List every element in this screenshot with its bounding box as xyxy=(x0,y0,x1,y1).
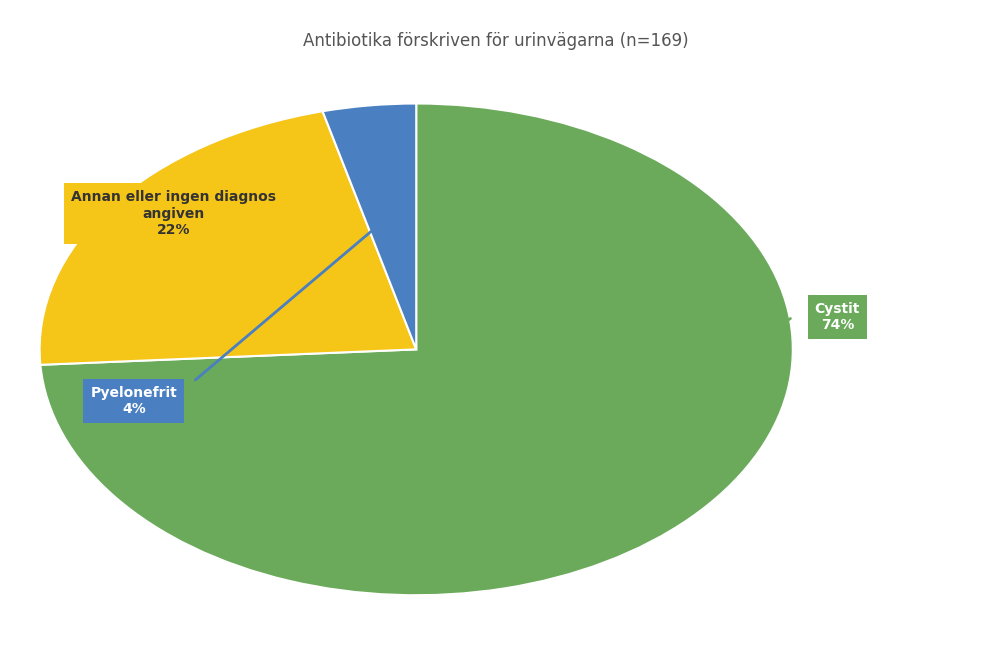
Wedge shape xyxy=(41,104,793,595)
Wedge shape xyxy=(40,111,416,365)
Text: Cystit
74%: Cystit 74% xyxy=(815,302,860,332)
Text: Annan eller ingen diagnos
angiven
22%: Annan eller ingen diagnos angiven 22% xyxy=(71,190,275,237)
Text: Antibiotika förskriven för urinvägarna (n=169): Antibiotika förskriven för urinvägarna (… xyxy=(302,32,689,50)
Wedge shape xyxy=(322,104,416,349)
Text: Pyelonefrit
4%: Pyelonefrit 4% xyxy=(90,386,177,416)
